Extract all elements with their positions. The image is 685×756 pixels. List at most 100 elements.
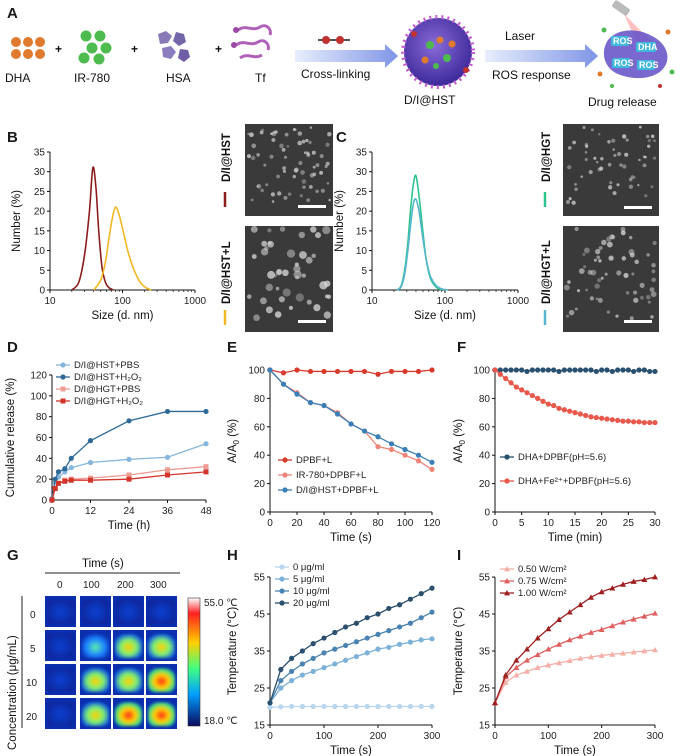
y-tick-label: 120: [30, 371, 47, 382]
x-tick-label: 25: [623, 518, 635, 529]
y-tick-label: 10: [34, 246, 46, 257]
tem-particle: [567, 145, 572, 150]
tem-particle: [279, 143, 284, 149]
legend-label: 10 μg/ml: [293, 586, 330, 597]
data-point: [407, 620, 413, 626]
tem-particle: [246, 154, 251, 159]
tem-particle: [597, 278, 602, 283]
series-dha-fe2-dpbf-ph-5-6-: DHA+Fe²⁺+DPBF(pH=5.6): [492, 367, 658, 487]
data-point: [631, 419, 637, 425]
legend-label: D/I@HST+PBS: [74, 360, 139, 371]
data-point: [294, 367, 300, 373]
data-point: [321, 703, 327, 710]
data-point: [598, 652, 605, 658]
data-point: [561, 367, 567, 373]
data-point: [598, 626, 605, 632]
tem-particle: [608, 255, 614, 261]
tem-particle: [584, 151, 588, 154]
y-tick-label: 40: [36, 454, 48, 465]
plus-sign: +: [131, 42, 138, 56]
data-point: [307, 400, 314, 406]
data-point: [556, 616, 562, 622]
tem-particle: [282, 166, 287, 171]
data-point: [321, 665, 327, 671]
tem-particle: [308, 184, 313, 189]
tem-particle: [574, 183, 577, 186]
data-point: [307, 368, 314, 375]
tem-particle: [646, 253, 650, 257]
data-point: [609, 651, 616, 657]
series-line: [269, 611, 433, 704]
data-point: [310, 655, 316, 662]
data-point: [126, 418, 132, 424]
legend-marker: [60, 362, 66, 368]
tem-particle: [256, 185, 259, 188]
data-point: [567, 367, 573, 373]
data-point: [641, 576, 648, 582]
x-tick-label: 200: [370, 731, 387, 742]
data-point: [572, 410, 578, 416]
tem-particle: [611, 138, 616, 143]
tem-particle: [325, 161, 330, 166]
tem-particle: [567, 165, 572, 170]
data-point: [321, 402, 327, 409]
data-point: [561, 407, 567, 413]
thermal-conc-20: 20: [26, 712, 38, 723]
series-line: [494, 612, 656, 704]
tem-particle: [269, 154, 274, 159]
panel-label-e: E: [227, 339, 237, 356]
data-point: [402, 452, 408, 458]
data-point: [343, 624, 349, 630]
data-point: [593, 414, 599, 421]
thermal-hotspot: [82, 668, 109, 692]
series-10-g-ml: 10 μg/ml: [267, 586, 435, 706]
data-point: [577, 633, 584, 639]
tem-particle: [261, 128, 265, 132]
series-20-g-ml: 20 μg/ml: [267, 585, 435, 706]
tem-particle: [607, 162, 612, 167]
data-point: [415, 368, 422, 375]
tem-particle: [312, 172, 317, 177]
tem-particle: [604, 272, 608, 276]
y-tick-label: 80: [479, 394, 491, 405]
thermal-time-100: 100: [83, 580, 100, 591]
tem-particle: [609, 234, 615, 240]
data-point: [375, 434, 381, 440]
series-line: [269, 369, 433, 463]
data-point: [386, 628, 392, 634]
data-point: [599, 415, 605, 421]
data-point: [556, 659, 562, 666]
data-point: [503, 375, 509, 382]
tem-particle: [625, 291, 630, 295]
data-point: [429, 703, 435, 710]
panel-label-d: D: [7, 339, 18, 356]
tem-particle: [275, 286, 280, 291]
x-axis-label: Time (h): [108, 520, 151, 532]
data-point: [545, 367, 551, 373]
data-point: [524, 646, 530, 652]
data-point: [126, 476, 132, 482]
data-point: [577, 367, 583, 373]
tem-particle: [265, 283, 273, 292]
data-point: [529, 367, 535, 373]
tem-particle: [250, 155, 256, 161]
data-point: [429, 367, 435, 373]
y-tick-label: 40: [479, 451, 491, 462]
data-point: [535, 395, 541, 401]
chart-b-size-distribution: 0 5 10 15 20 25 30 35 10 100 1000 Size (d. nm) Numbe…: [11, 148, 207, 323]
data-point: [519, 367, 525, 373]
tem-particle: [565, 199, 571, 205]
x-tick-label: 300: [424, 731, 441, 742]
data-point: [545, 401, 551, 407]
series-d-i-hgt: [396, 174, 443, 291]
legend-label: DPBF+L: [296, 455, 332, 466]
y-tick-label: 10: [356, 246, 368, 257]
tem-particle: [633, 297, 639, 303]
data-point: [418, 615, 424, 621]
legend-label: DHA+DPBF(pH=5.6): [518, 452, 606, 463]
tem-particle: [630, 175, 635, 180]
tem-particle: [320, 188, 325, 193]
legend-marker: [282, 457, 288, 463]
y-tick-label: 20: [34, 207, 46, 218]
